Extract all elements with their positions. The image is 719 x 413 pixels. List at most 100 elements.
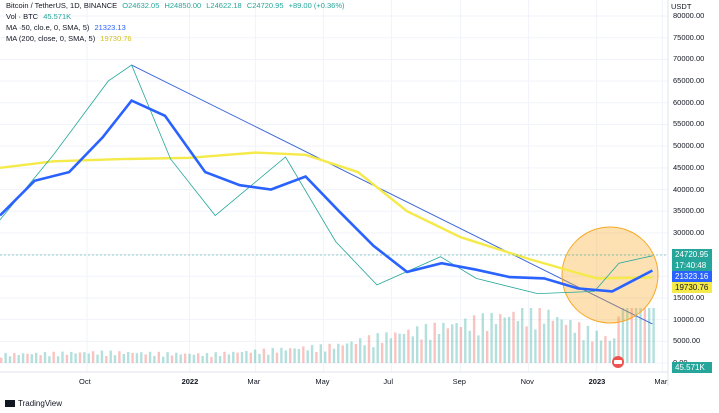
- volume-bar: [245, 351, 248, 363]
- volume-bar: [586, 325, 590, 363]
- volume-bar: [179, 354, 182, 363]
- symbol-label[interactable]: Bitcoin / TetherUS, 1D, BINANCE: [6, 1, 118, 10]
- change-value: +89.00 (+0.36%): [288, 1, 345, 10]
- volume-bar: [140, 352, 143, 363]
- volume-bar: [385, 332, 388, 363]
- volume-bar: [433, 322, 436, 363]
- trendline[interactable]: [131, 64, 653, 325]
- low-value: L24622.18: [206, 1, 242, 10]
- volume-bar: [429, 339, 432, 363]
- volume-bar: [70, 351, 73, 363]
- volume-bar: [582, 340, 585, 363]
- volume-bar: [310, 345, 314, 363]
- volume-bar: [529, 308, 533, 363]
- volume-bar: [547, 309, 550, 363]
- volume-bar: [162, 356, 165, 363]
- volume-bars: [0, 308, 655, 363]
- volume-bar: [148, 351, 152, 363]
- volume-bar: [258, 353, 261, 363]
- legend-ma50[interactable]: MA ·50, clo.e, 0, SMA, 5) 21323.13: [6, 23, 129, 33]
- volume-bar: [153, 355, 156, 363]
- volume-bar: [534, 329, 537, 363]
- volume-bar: [118, 351, 121, 363]
- price-tick-label: 80000.00: [673, 11, 705, 20]
- volume-bar: [630, 308, 633, 363]
- volume-bar: [56, 356, 60, 363]
- volume-bar: [521, 308, 524, 363]
- volume-bar: [232, 351, 235, 363]
- volume-bar: [78, 352, 82, 363]
- volume-bar: [275, 352, 279, 363]
- news-icon[interactable]: [612, 356, 624, 368]
- time-tick-label: Sep: [452, 377, 466, 386]
- volume-bar: [302, 346, 305, 363]
- volume-bar: [573, 332, 576, 363]
- volume-bar: [560, 319, 563, 363]
- ma50-line: [0, 98, 653, 293]
- volume-bar: [253, 349, 257, 363]
- volume-bar: [551, 320, 555, 363]
- legend-ohlc: Bitcoin / TetherUS, 1D, BINANCE O24632.0…: [6, 1, 347, 11]
- volume-bar: [87, 353, 90, 363]
- price-tick-label: 60000.00: [673, 97, 705, 107]
- volume-bar: [262, 348, 266, 363]
- volume-bar: [367, 335, 371, 363]
- legend-ma200[interactable]: MA (200, close, 0, SMA, 5) 19730.76: [6, 34, 135, 44]
- volume-bar: [503, 317, 506, 363]
- price-tick-label: 5000.00: [673, 336, 701, 346]
- price-tick-label: 55000.00: [673, 119, 705, 129]
- price-tick-label: 35000.00: [673, 206, 705, 216]
- volume-bar: [591, 341, 594, 363]
- volume-bar: [192, 354, 196, 363]
- volume-bar: [166, 352, 169, 363]
- volume-bar: [223, 351, 226, 363]
- time-tick-label: 2023: [588, 377, 606, 386]
- price-tick-label: 70000.00: [673, 54, 705, 64]
- volume-bar: [459, 327, 463, 363]
- volume-bar: [284, 350, 287, 363]
- volume-bar: [542, 323, 546, 363]
- volume-bar: [289, 348, 292, 363]
- volume-bar: [280, 347, 283, 363]
- volume-bar: [472, 315, 476, 363]
- volume-bar: [4, 352, 7, 363]
- volume-bar: [468, 330, 471, 363]
- volume-bar: [394, 332, 397, 363]
- volume-bar: [306, 350, 309, 363]
- volume-bar: [170, 355, 174, 363]
- volume-bar: [525, 326, 528, 363]
- volume-bar: [227, 354, 231, 363]
- legend-volume[interactable]: Vol · BTC 45.571K: [6, 12, 74, 22]
- ma50-label: MA ·50, clo.e, 0, SMA, 5): [6, 23, 90, 32]
- volume-bar: [30, 354, 33, 363]
- footer[interactable]: TradingView: [5, 399, 62, 408]
- last-price-value: 24720.95: [675, 250, 709, 259]
- volume-bar: [442, 322, 445, 363]
- volume-bar: [127, 352, 130, 363]
- volume-bar: [437, 334, 441, 363]
- volume-bar: [113, 355, 117, 363]
- volume-bar: [91, 351, 95, 363]
- highlight-circle[interactable]: [561, 226, 659, 324]
- volume-bar: [39, 355, 42, 363]
- volume-bar: [363, 345, 366, 363]
- volume-bar: [354, 343, 358, 363]
- volume-bar: [144, 354, 147, 363]
- volume-bar: [214, 352, 217, 363]
- volume-bar: [490, 312, 493, 363]
- time-tick-label: Nov: [520, 377, 534, 386]
- time-tick-label: May: [315, 377, 330, 386]
- volume-bar: [35, 352, 38, 363]
- volume-bar: [43, 352, 47, 363]
- volume-bar: [380, 342, 384, 363]
- volume-bar: [626, 308, 629, 363]
- volume-bar: [455, 323, 458, 363]
- price-tick-label: 50000.00: [673, 141, 705, 151]
- volume-bar: [236, 352, 239, 363]
- volume-bar: [407, 329, 410, 363]
- vol-value: 45.571K: [43, 12, 72, 21]
- volume-tag: 45.571K: [672, 362, 712, 373]
- volume-bar: [48, 356, 51, 363]
- volume-bar: [507, 316, 511, 363]
